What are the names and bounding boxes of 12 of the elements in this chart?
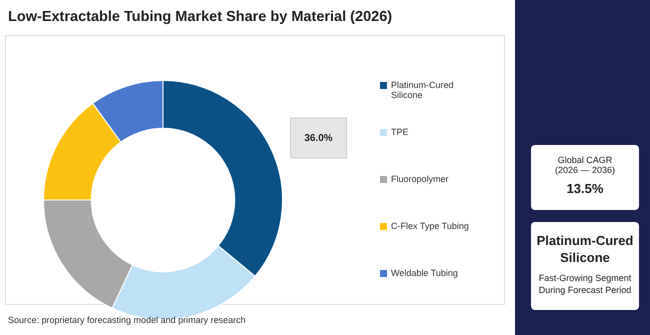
text: Fast-Growing Segment During Forecast Period: [538, 272, 632, 296]
legend-label: Weldable Tubing: [391, 268, 459, 278]
text: Platinum-Cured Silicone: [536, 232, 634, 266]
source-note: Source: proprietary forecasting model and primary research: [8, 315, 246, 325]
legend-label: TPE: [391, 127, 410, 137]
legend-label: C-Flex Type Tubing: [391, 221, 470, 231]
chart-title: Low-Extractable Tubing Market Share by Material (2026): [8, 9, 392, 25]
data-label: 36.0%: [304, 132, 333, 144]
text: 13.5%: [566, 181, 604, 196]
legend-label: Platinum-Cured Silicone: [391, 80, 455, 100]
text: Global CAGR (2026 — 2036): [554, 155, 616, 175]
legend-label: Fluoropolymer: [391, 174, 450, 184]
